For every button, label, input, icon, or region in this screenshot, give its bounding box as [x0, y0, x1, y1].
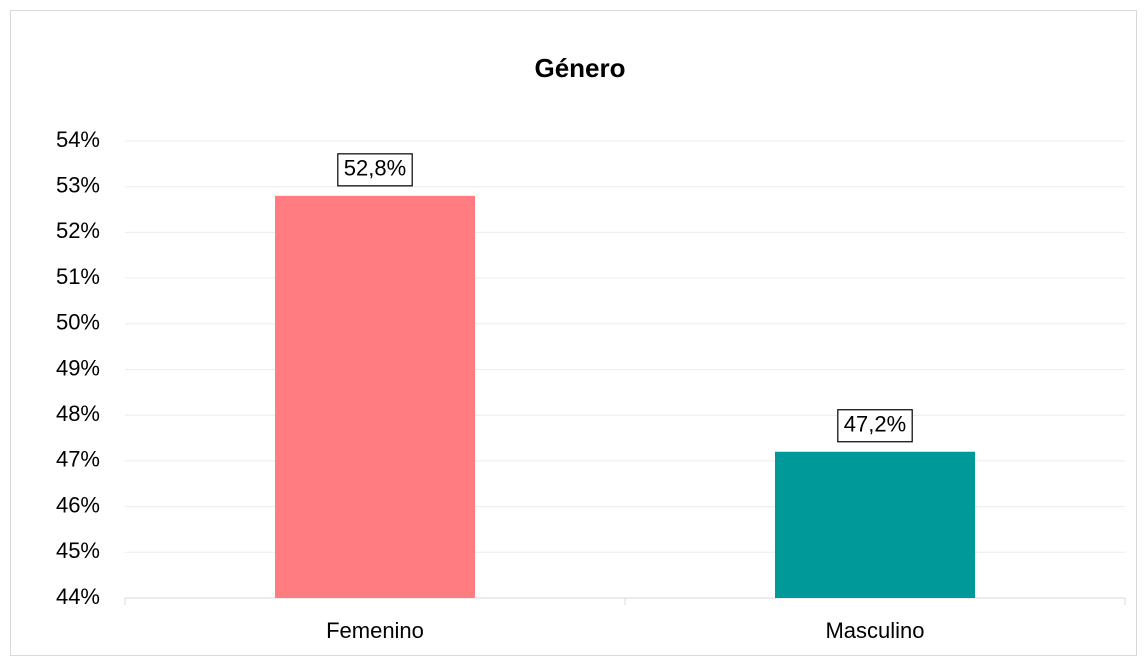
y-tick-label: 45% [56, 538, 100, 563]
chart-title: Género [534, 53, 625, 83]
data-label-box [837, 409, 913, 443]
y-tick-label: 53% [56, 173, 100, 198]
y-tick-label: 44% [56, 584, 100, 609]
x-tick-label: Femenino [326, 618, 424, 643]
y-tick-label: 51% [56, 264, 100, 289]
y-tick-label: 52% [56, 218, 100, 243]
data-label-box [337, 153, 413, 187]
bar [775, 451, 975, 598]
data-label: 52,8% [344, 156, 406, 181]
x-tick-label: Masculino [825, 618, 924, 643]
y-tick-label: 48% [56, 401, 100, 426]
y-tick-label: 49% [56, 355, 100, 380]
y-tick-label: 47% [56, 447, 100, 472]
y-tick-label: 50% [56, 310, 100, 335]
bar [275, 195, 475, 598]
y-tick-label: 54% [56, 127, 100, 152]
y-tick-label: 46% [56, 492, 100, 517]
data-label: 47,2% [844, 412, 906, 437]
